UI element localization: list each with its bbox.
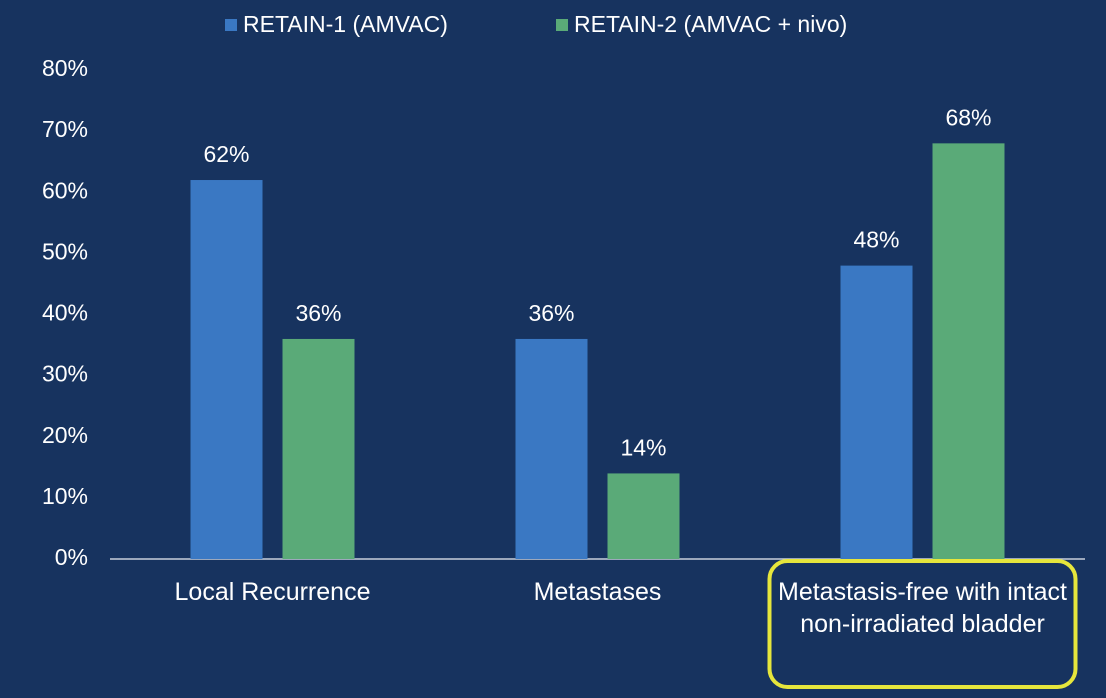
x-tick-label: Metastasis-free with intact non-irradiat… — [778, 578, 1067, 638]
bar — [282, 338, 355, 559]
bar — [840, 265, 913, 559]
y-tick-label: 30% — [42, 361, 88, 387]
legend-swatch — [225, 19, 237, 31]
y-tick-label: 70% — [42, 116, 88, 142]
bar — [515, 338, 588, 559]
legend-label: RETAIN-1 (AMVAC) — [243, 11, 448, 37]
bar — [607, 473, 680, 559]
y-tick-label: 50% — [42, 238, 88, 264]
y-tick-label: 20% — [42, 422, 88, 448]
value-label: 62% — [203, 141, 249, 167]
value-label: 36% — [528, 300, 574, 326]
legend-swatch — [556, 19, 568, 31]
x-tick-label: Metastases — [533, 578, 662, 606]
bar — [190, 180, 263, 559]
y-tick-label: 60% — [42, 177, 88, 203]
y-tick-label: 0% — [55, 544, 88, 570]
x-tick-label: Local Recurrence — [174, 578, 371, 606]
highlight-box — [767, 559, 1078, 689]
y-tick-label: 40% — [42, 300, 88, 326]
legend-label: RETAIN-2 (AMVAC + nivo) — [574, 11, 847, 37]
y-tick-label: 80% — [42, 55, 88, 81]
value-label: 14% — [620, 435, 666, 461]
y-tick-label: 10% — [42, 483, 88, 509]
value-label: 68% — [945, 104, 991, 130]
value-label: 36% — [295, 300, 341, 326]
bar — [932, 143, 1005, 559]
value-label: 48% — [853, 227, 899, 253]
